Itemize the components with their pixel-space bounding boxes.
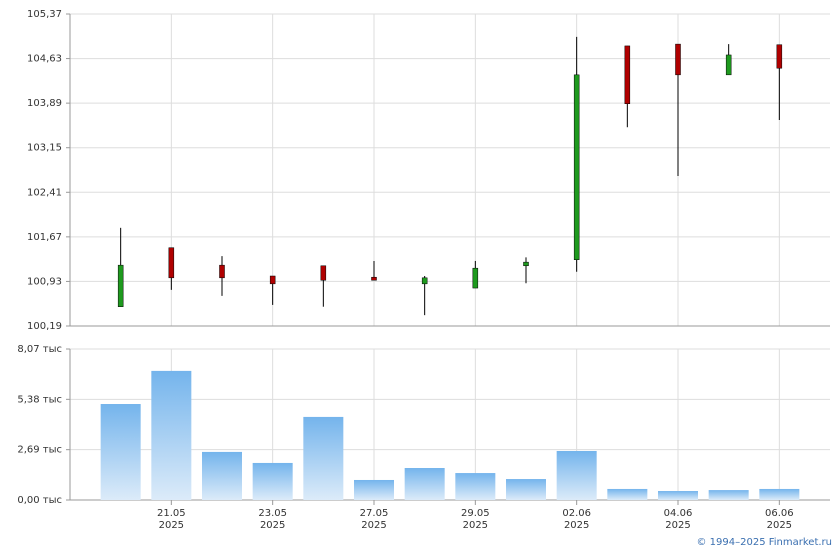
y-tick-label: 101,67 (27, 232, 62, 243)
candle-body (269, 275, 276, 285)
candle-body (320, 265, 327, 281)
candle-body (219, 264, 225, 279)
volume-bar (455, 473, 496, 500)
x-tick-year: 2025 (463, 520, 488, 531)
copyright[interactable]: © 1994–2025 Finmarket.ru (696, 537, 832, 548)
volume-bar (151, 370, 192, 500)
volume-bar (556, 450, 597, 500)
x-tick-year: 2025 (564, 520, 589, 531)
candle-body (776, 44, 783, 69)
y-tick-label: 105,37 (27, 9, 62, 20)
volume-bar (658, 491, 698, 500)
candle-body (117, 264, 124, 307)
x-tick-year: 2025 (260, 520, 285, 531)
y-tick-label: 102,41 (27, 187, 62, 198)
y-tick-label: 103,89 (27, 98, 62, 109)
candle-body (168, 247, 175, 279)
candle-body (371, 276, 377, 281)
x-tick-label: 23.05 (258, 508, 287, 519)
candle-body (573, 74, 580, 260)
y-tick-label: 100,93 (27, 276, 62, 287)
volume-bar (100, 404, 141, 500)
y-tick-label: 8,07 тыс (17, 344, 62, 355)
volume-bar (506, 479, 546, 500)
x-tick-label: 02.06 (562, 508, 591, 519)
x-tick-year: 2025 (665, 520, 690, 531)
candle-body (472, 267, 479, 289)
candle-body (421, 277, 428, 285)
volume-bar (607, 488, 648, 500)
volume-bar (252, 462, 293, 500)
x-tick-year: 2025 (767, 520, 792, 531)
x-tick-label: 29.05 (461, 508, 490, 519)
x-tick-label: 06.06 (765, 508, 794, 519)
x-tick-label: 04.06 (664, 508, 693, 519)
volume-bar (404, 468, 445, 500)
y-tick-label: 103,15 (27, 143, 62, 154)
y-tick-label: 5,38 тыс (17, 394, 62, 405)
volume-bar (354, 479, 394, 500)
volume-bar (708, 490, 749, 500)
x-tick-year: 2025 (361, 520, 386, 531)
candle-body (523, 261, 529, 267)
volume-bar (202, 451, 242, 500)
candle-body (624, 45, 631, 104)
candle-body (725, 54, 732, 76)
y-tick-label: 0,00 тыс (17, 495, 62, 506)
candle-body (675, 43, 681, 76)
x-tick-label: 21.05 (157, 508, 186, 519)
y-tick-label: 104,63 (27, 54, 62, 65)
x-tick-label: 27.05 (360, 508, 389, 519)
volume-bar (303, 416, 344, 500)
volume-bar (759, 488, 800, 500)
x-tick-year: 2025 (159, 520, 184, 531)
y-tick-label: 2,69 тыс (17, 445, 62, 456)
y-tick-label: 100,19 (27, 321, 62, 332)
